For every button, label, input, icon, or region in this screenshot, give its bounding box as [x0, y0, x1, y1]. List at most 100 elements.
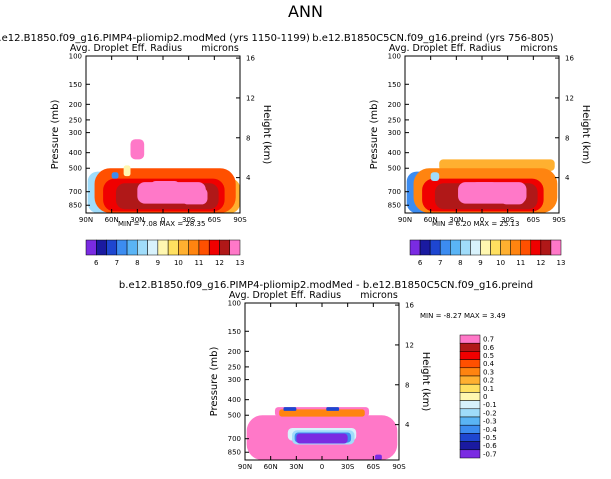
y2-tick-label: 4: [246, 174, 251, 182]
x-tick-label: 30S: [182, 216, 196, 224]
data-region: [326, 407, 340, 411]
data-region: [500, 188, 525, 205]
colorbar-swatch: [459, 408, 481, 418]
colorbar-swatch: [219, 239, 230, 256]
x-tick-label: 30N: [130, 216, 144, 224]
y-tick-label: 500: [228, 412, 241, 420]
colorbar-label: 6: [418, 259, 423, 267]
colorbar-swatch: [540, 239, 552, 256]
x-tick-label: 60S: [527, 216, 541, 224]
x-tick-label: 90S: [392, 463, 406, 471]
colorbar-label: 0.4: [483, 360, 495, 368]
data-region: [111, 172, 119, 179]
y-tick-label: 100: [69, 53, 82, 61]
colorbar-swatch: [126, 239, 138, 256]
y-tick-label: 250: [228, 363, 241, 371]
colorbar-swatch: [459, 334, 481, 344]
colorbar-label: 10: [496, 259, 505, 267]
x-tick-label: 60S: [208, 216, 222, 224]
data-region: [181, 187, 208, 205]
y-tick-label: 200: [69, 101, 82, 109]
chart-panel-2: b.e12.B1850C5CN.f09_g16.preind (yrs 756-…: [312, 33, 591, 267]
x-tick-label: 0: [480, 216, 484, 224]
y2-tick-label: 12: [405, 341, 414, 349]
y2-tick-label: 16: [405, 302, 414, 310]
y-tick-label: 700: [69, 188, 82, 196]
colorbar-swatch: [96, 239, 107, 256]
chart-units: microns: [360, 290, 398, 301]
colorbar-label: 11: [516, 259, 525, 267]
data-region: [296, 433, 348, 444]
y2-tick-label: 8: [405, 381, 409, 389]
y-tick-label: 400: [69, 149, 82, 157]
chart-units: microns: [201, 43, 239, 54]
min-max-stats: MIN = -8.27 MAX = 3.49: [420, 312, 506, 320]
colorbar-swatch: [459, 375, 481, 385]
x-tick-label: 60N: [264, 463, 278, 471]
colorbar-label: 13: [557, 259, 566, 267]
colorbar-label: 0.2: [483, 377, 494, 385]
colorbar-label: 11: [194, 259, 203, 267]
y-tick-label: 850: [69, 202, 82, 210]
colorbar-swatch: [459, 424, 481, 434]
y-tick-label: 200: [388, 101, 401, 109]
y2-tick-label: 16: [565, 55, 574, 63]
colorbar-label: 8: [135, 259, 139, 267]
colorbar-swatch: [198, 239, 210, 256]
y2-tick-label: 12: [246, 94, 255, 102]
colorbar-swatch: [459, 342, 481, 352]
y-tick-label: 150: [388, 81, 401, 89]
y-tick-label: 850: [228, 449, 241, 457]
colorbar-label: 0.1: [483, 385, 494, 393]
x-tick-label: 90N: [238, 463, 252, 471]
y2-tick-label: 4: [405, 421, 410, 429]
x-tick-label: 30N: [289, 463, 303, 471]
x-tick-label: 90N: [79, 216, 93, 224]
colorbar-label: 12: [536, 259, 545, 267]
y2-axis-label: Height (km): [261, 105, 272, 165]
chart-title: b.e12.B1850.f09_g16.PIMP4-pliomip2.modMe…: [119, 280, 533, 291]
x-tick-label: 0: [320, 463, 324, 471]
y2-axis-label: Height (km): [420, 352, 431, 412]
colorbar-swatch: [409, 239, 421, 256]
chart-title: b.e12.B1850C5CN.f09_g16.preind (yrs 756-…: [312, 33, 554, 44]
y2-tick-label: 8: [246, 134, 250, 142]
y-tick-label: 150: [228, 328, 241, 336]
colorbar-label: -0.6: [483, 442, 497, 450]
colorbar-swatch: [116, 239, 128, 256]
colorbar-label: 0.6: [483, 344, 495, 352]
colorbar-label: 8: [458, 259, 462, 267]
colorbar-label: -0.2: [483, 409, 497, 417]
colorbar-swatch: [500, 239, 511, 256]
colorbar-swatch: [530, 239, 542, 256]
colorbar-swatch: [137, 239, 148, 256]
y-tick-label: 850: [388, 202, 401, 210]
colorbar-swatch: [147, 239, 159, 256]
data-region: [130, 139, 145, 160]
colorbar-swatch: [459, 441, 481, 451]
colorbar-swatch: [208, 239, 220, 256]
colorbar-swatch: [106, 239, 118, 256]
y-tick-label: 100: [388, 53, 401, 61]
y2-axis-label: Height (km): [580, 105, 591, 165]
colorbar-swatch: [439, 239, 451, 256]
colorbar-label: 0: [483, 393, 487, 401]
x-tick-label: 90S: [233, 216, 247, 224]
x-tick-label: 90N: [398, 216, 412, 224]
y-tick-label: 500: [388, 165, 401, 173]
colorbar-swatch: [459, 449, 481, 459]
y-tick-label: 300: [388, 129, 401, 137]
colorbar-swatch: [167, 239, 179, 256]
x-tick-label: 0: [161, 216, 165, 224]
chart-subtitle: Avg. Droplet Eff. Radius: [229, 290, 341, 301]
colorbar-swatch: [429, 239, 441, 256]
y-tick-label: 250: [388, 116, 401, 124]
x-tick-label: 60N: [424, 216, 438, 224]
y-tick-label: 250: [69, 116, 82, 124]
colorbar-swatch: [459, 359, 481, 369]
colorbar-swatch: [459, 433, 481, 442]
y-tick-label: 300: [69, 129, 82, 137]
colorbar-swatch: [157, 239, 169, 256]
data-region: [439, 159, 555, 171]
colorbar-label: -0.4: [483, 426, 497, 434]
